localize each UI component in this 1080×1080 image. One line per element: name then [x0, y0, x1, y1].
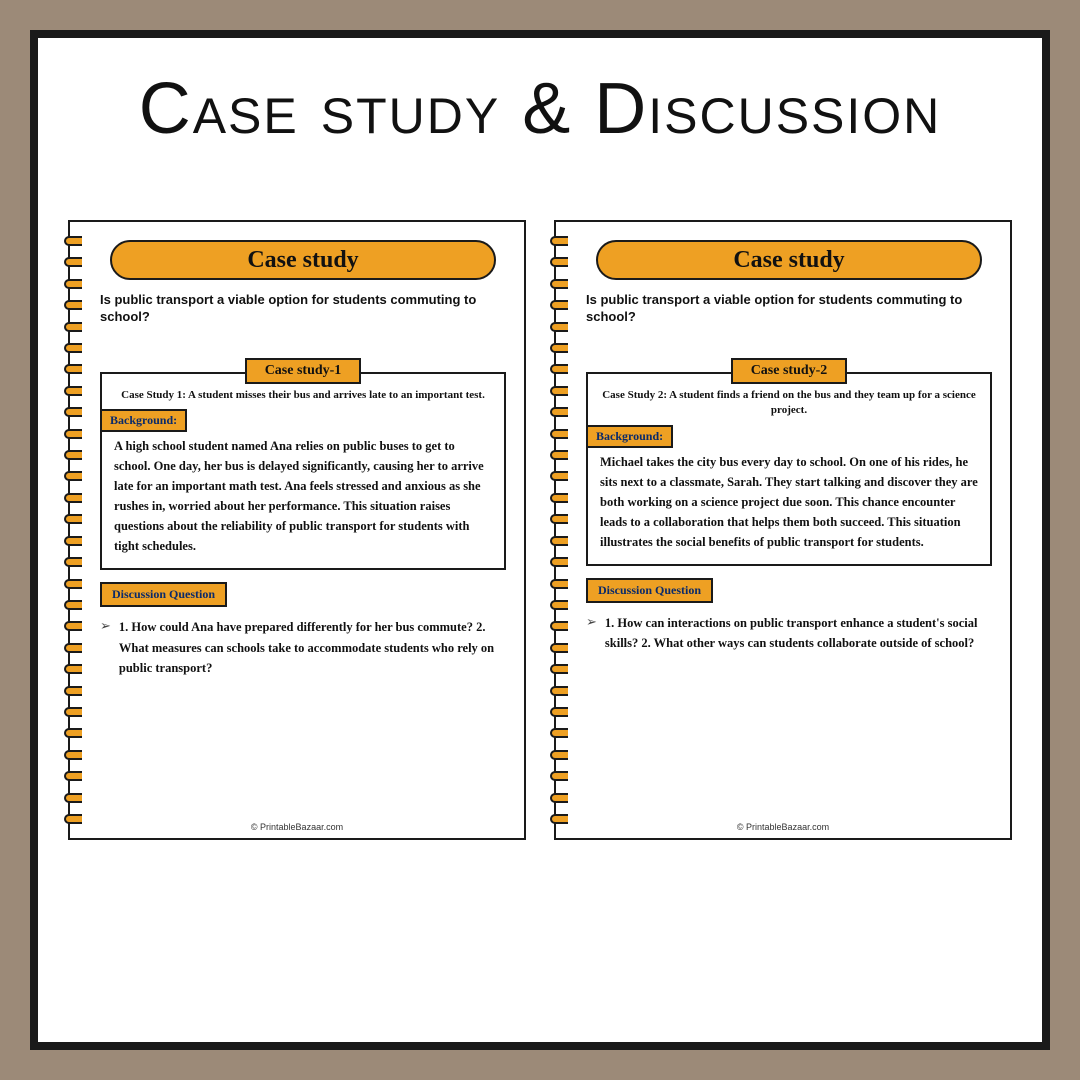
pill-title: Case study — [733, 247, 844, 274]
case-summary: Case Study 2: A student finds a friend o… — [600, 388, 978, 419]
discussion-question-label: Discussion Question — [100, 582, 227, 607]
bullet-icon: ➢ — [100, 618, 111, 679]
outer-frame: Case study & Discussion Case study Is pu… — [30, 30, 1050, 1050]
background-text: A high school student named Ana relies o… — [114, 436, 492, 556]
spiral-binding — [550, 236, 570, 824]
discussion-question-text: 1. How can interactions on public transp… — [605, 613, 992, 654]
case-summary: Case Study 1: A student misses their bus… — [114, 388, 492, 403]
page-footer: © PrintableBazaar.com — [70, 822, 524, 832]
lead-question: Is public transport a viable option for … — [100, 292, 506, 326]
discussion-question-label: Discussion Question — [586, 578, 713, 603]
pill-title: Case study — [247, 247, 358, 274]
main-title: Case study & Discussion — [68, 68, 1012, 150]
sub-label-wrap: Case study-2 — [586, 346, 992, 372]
worksheet-page-2: Case study Is public transport a viable … — [554, 220, 1012, 840]
section-pill: Case study — [596, 240, 982, 280]
background-label: Background: — [586, 425, 673, 448]
content-box: Case Study 1: A student misses their bus… — [100, 372, 506, 570]
case-study-number-label: Case study-2 — [731, 358, 848, 384]
sub-label-wrap: Case study-1 — [100, 346, 506, 372]
background-label: Background: — [100, 409, 187, 432]
bullet-icon: ➢ — [586, 614, 597, 654]
discussion-question-row: ➢ 1. How could Ana have prepared differe… — [100, 617, 506, 679]
worksheet-page-1: Case study Is public transport a viable … — [68, 220, 526, 840]
pages-row: Case study Is public transport a viable … — [68, 220, 1012, 840]
case-study-number-label: Case study-1 — [245, 358, 362, 384]
content-box: Case Study 2: A student finds a friend o… — [586, 372, 992, 566]
lead-question: Is public transport a viable option for … — [586, 292, 992, 326]
discussion-question-text: 1. How could Ana have prepared different… — [119, 617, 506, 679]
spiral-binding — [64, 236, 84, 824]
page-footer: © PrintableBazaar.com — [556, 822, 1010, 832]
discussion-question-row: ➢ 1. How can interactions on public tran… — [586, 613, 992, 654]
background-text: Michael takes the city bus every day to … — [600, 452, 978, 552]
section-pill: Case study — [110, 240, 496, 280]
